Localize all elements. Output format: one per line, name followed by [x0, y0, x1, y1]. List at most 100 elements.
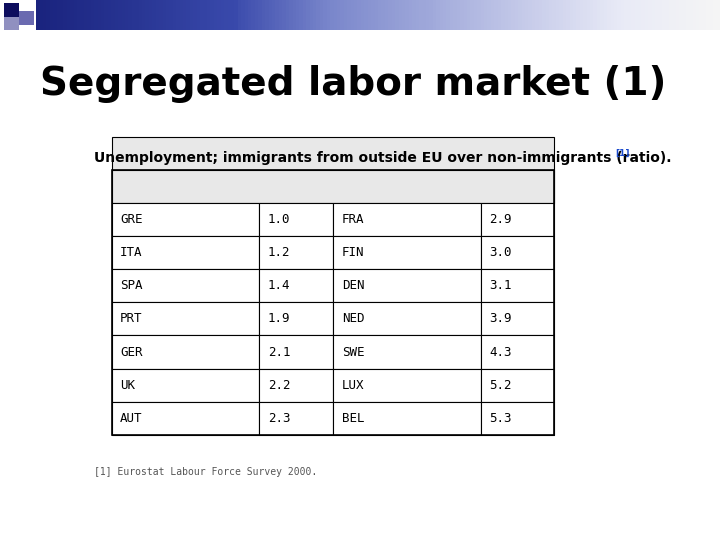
Bar [429, 0, 433, 30]
Bar [327, 0, 330, 30]
Bar [600, 0, 604, 30]
Bar [464, 0, 468, 30]
Bar [333, 335, 481, 368]
Bar [382, 0, 386, 30]
Text: 3.9: 3.9 [490, 313, 512, 326]
Bar [494, 0, 498, 30]
Bar [289, 0, 293, 30]
Bar [395, 0, 399, 30]
Bar [443, 0, 447, 30]
Bar [313, 0, 317, 30]
Text: 4.3: 4.3 [490, 346, 512, 359]
Bar [368, 0, 372, 30]
Bar [98, 0, 102, 30]
Bar [521, 0, 526, 30]
Bar [101, 0, 105, 30]
Bar [358, 0, 361, 30]
Bar [590, 0, 594, 30]
Bar [351, 0, 355, 30]
Bar [302, 0, 307, 30]
Bar [112, 335, 259, 368]
Bar [112, 170, 554, 203]
Bar [272, 0, 276, 30]
Bar [53, 0, 58, 30]
Bar [197, 0, 201, 30]
Bar [399, 0, 402, 30]
Bar [593, 0, 598, 30]
Bar [347, 0, 351, 30]
Text: Segregated labor market (1): Segregated labor market (1) [40, 65, 666, 103]
Bar [525, 0, 529, 30]
Bar [344, 0, 348, 30]
Text: 1.9: 1.9 [268, 313, 290, 326]
Bar [87, 0, 91, 30]
Bar [662, 0, 666, 30]
Bar [186, 0, 191, 30]
Bar [518, 0, 523, 30]
Bar [333, 237, 481, 269]
Bar [108, 0, 112, 30]
Bar [481, 269, 554, 302]
Text: [1] Eurostat Labour Force Survey 2000.: [1] Eurostat Labour Force Survey 2000. [94, 467, 317, 477]
Bar [259, 302, 333, 335]
Bar [361, 0, 365, 30]
Bar [621, 0, 625, 30]
Bar [245, 0, 249, 30]
Bar [231, 0, 235, 30]
Bar [481, 0, 485, 30]
Bar [536, 0, 539, 30]
Bar [71, 0, 74, 30]
Bar [638, 0, 642, 30]
Bar [279, 0, 283, 30]
Text: 5.3: 5.3 [490, 411, 512, 424]
Text: SWE: SWE [342, 346, 364, 359]
Bar [580, 0, 584, 30]
Bar [176, 0, 181, 30]
Bar [259, 368, 333, 402]
Bar [703, 0, 707, 30]
Bar [481, 402, 554, 435]
Bar [166, 0, 170, 30]
Text: FRA: FRA [342, 213, 364, 226]
Bar [275, 0, 279, 30]
Bar [306, 0, 310, 30]
Bar [317, 0, 320, 30]
Bar [402, 0, 406, 30]
Text: 1.2: 1.2 [268, 246, 290, 259]
Text: NED: NED [342, 313, 364, 326]
Bar [259, 269, 333, 302]
Bar [262, 0, 266, 30]
Text: 3.1: 3.1 [490, 279, 512, 292]
Bar [84, 0, 88, 30]
Bar [498, 0, 502, 30]
Bar [470, 0, 474, 30]
Text: GER: GER [120, 346, 143, 359]
Bar [405, 0, 410, 30]
Bar [645, 0, 649, 30]
Bar [454, 0, 457, 30]
Bar [145, 0, 150, 30]
Bar [310, 0, 314, 30]
Bar [481, 237, 554, 269]
Bar [648, 0, 652, 30]
Bar [330, 0, 334, 30]
Bar [259, 402, 333, 435]
Bar [675, 0, 680, 30]
Bar [91, 0, 95, 30]
Bar [683, 0, 687, 30]
Bar [36, 0, 40, 30]
Bar [392, 0, 396, 30]
Bar [320, 0, 324, 30]
Bar [388, 0, 392, 30]
Bar [693, 0, 697, 30]
Bar [446, 0, 451, 30]
Bar [706, 0, 711, 30]
Text: 2.1: 2.1 [268, 346, 290, 359]
Bar [265, 0, 269, 30]
Bar [423, 0, 426, 30]
Bar [269, 0, 273, 30]
Bar [378, 0, 382, 30]
Bar [511, 0, 516, 30]
Bar [481, 203, 554, 237]
Bar [450, 0, 454, 30]
